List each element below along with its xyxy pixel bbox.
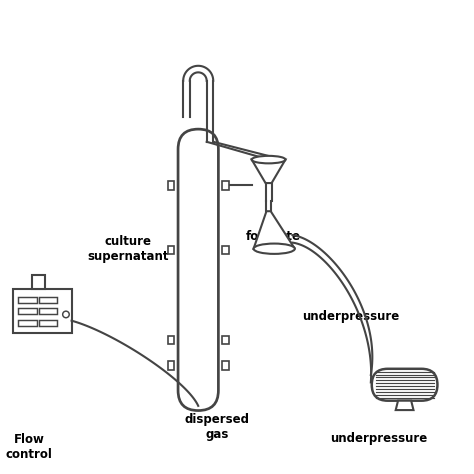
Bar xyxy=(39,297,57,303)
Bar xyxy=(13,289,72,333)
Bar xyxy=(168,336,174,345)
Polygon shape xyxy=(396,401,413,410)
Ellipse shape xyxy=(252,156,285,164)
Text: underpressure: underpressure xyxy=(302,310,399,323)
Bar xyxy=(222,246,229,255)
FancyBboxPatch shape xyxy=(372,369,438,401)
Bar xyxy=(168,181,174,190)
Bar xyxy=(222,361,229,370)
Bar xyxy=(18,309,37,314)
Bar xyxy=(168,361,174,370)
Polygon shape xyxy=(254,211,295,249)
Text: Flow
control: Flow control xyxy=(6,433,53,461)
Bar xyxy=(39,320,57,326)
Bar xyxy=(222,336,229,345)
Bar xyxy=(18,297,37,303)
Text: dispersed
gas: dispersed gas xyxy=(184,413,249,441)
Polygon shape xyxy=(252,160,285,183)
Bar xyxy=(168,246,174,255)
Bar xyxy=(39,309,57,314)
Bar xyxy=(18,320,37,326)
FancyBboxPatch shape xyxy=(178,129,219,410)
Text: foamate: foamate xyxy=(246,230,301,243)
Bar xyxy=(32,275,45,289)
Ellipse shape xyxy=(254,244,295,254)
Text: culture
supernatant: culture supernatant xyxy=(87,235,169,263)
Bar xyxy=(222,181,229,190)
Text: underpressure: underpressure xyxy=(330,432,428,445)
Circle shape xyxy=(63,311,69,318)
